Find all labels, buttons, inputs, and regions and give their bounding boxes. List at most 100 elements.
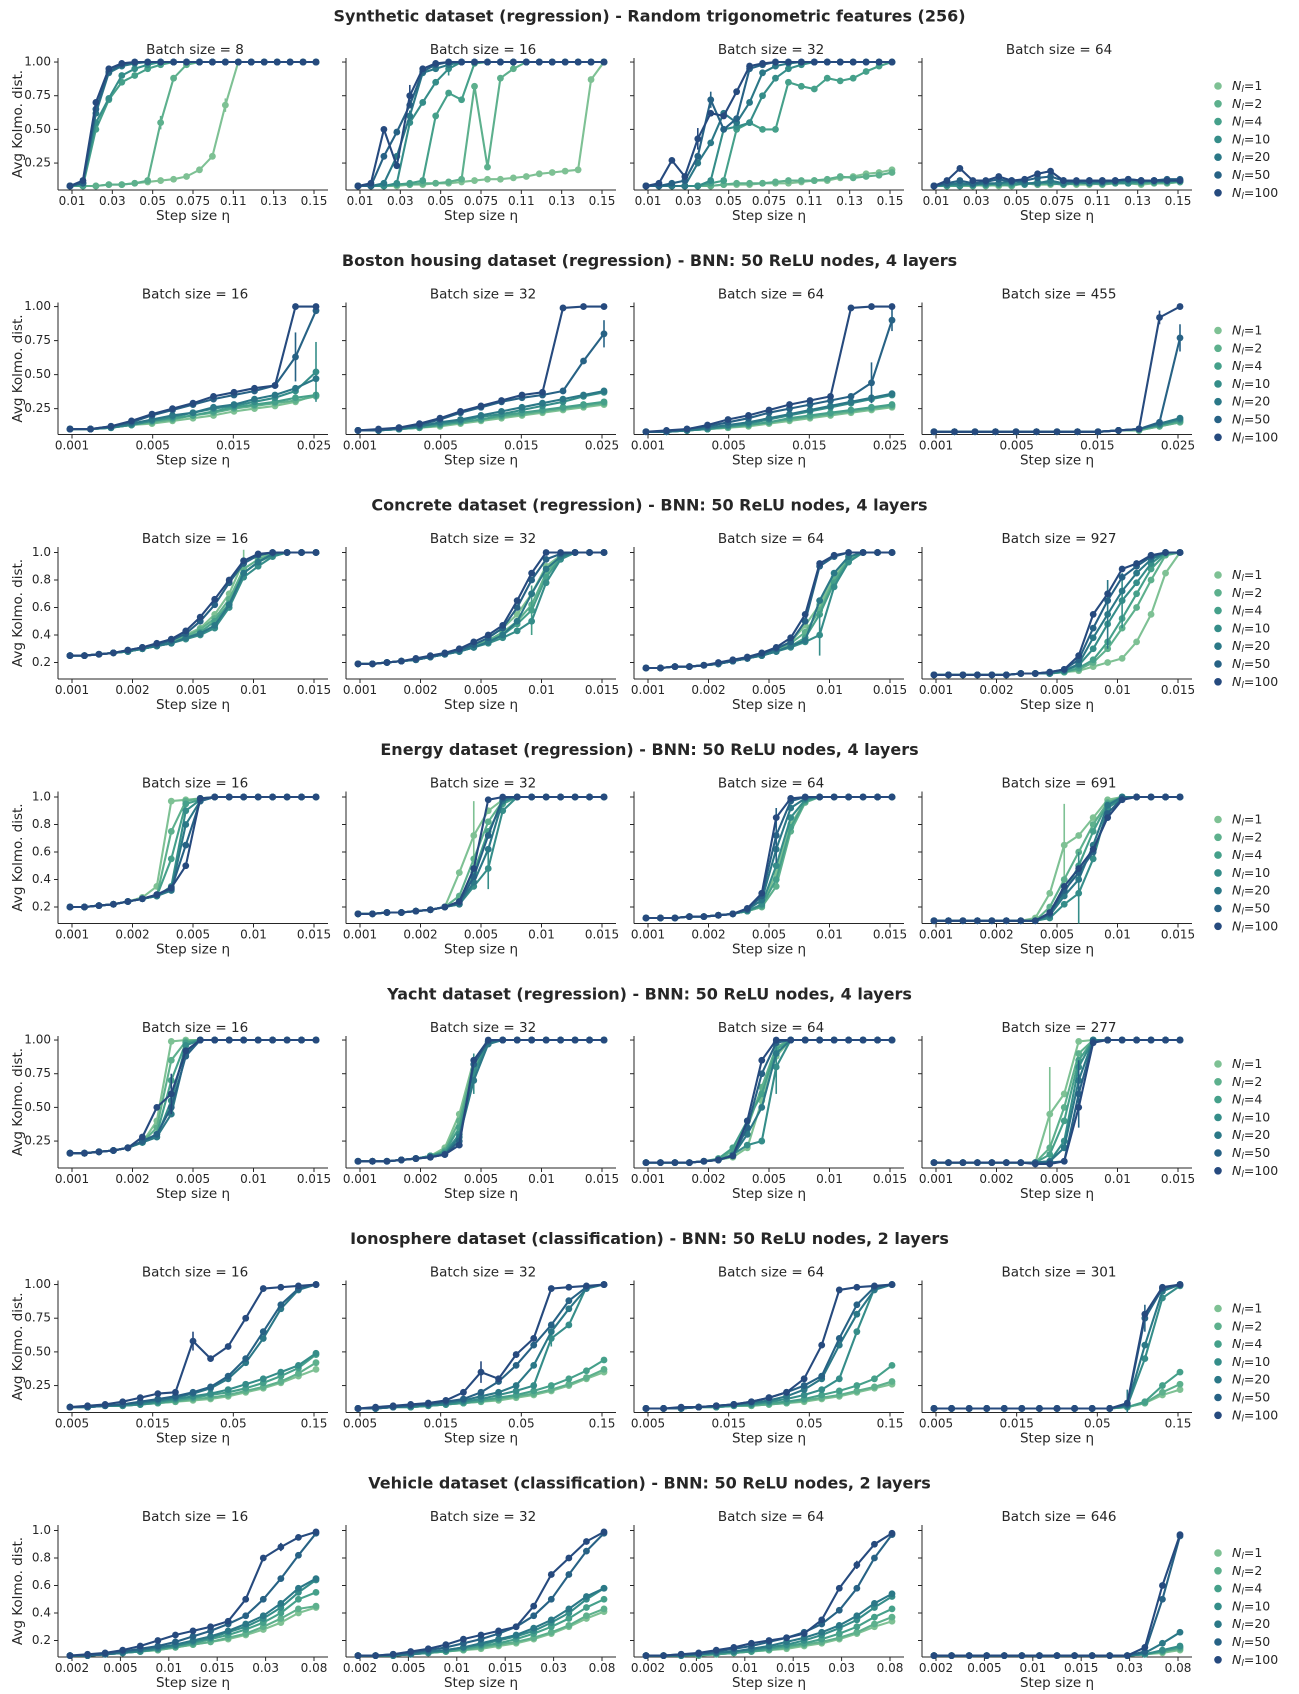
data-point <box>528 606 536 614</box>
data-point <box>835 1584 843 1592</box>
series-group <box>642 549 896 672</box>
panel-title: Batch size = 16 <box>142 1265 248 1281</box>
data-point <box>951 428 958 436</box>
data-point <box>965 1405 973 1412</box>
data-point <box>733 88 741 96</box>
data-point <box>1147 1036 1155 1044</box>
data-point <box>530 1361 538 1369</box>
legend-marker <box>1214 642 1222 650</box>
data-point <box>182 1047 190 1055</box>
legend-marker <box>1214 1567 1222 1575</box>
series-line <box>70 551 316 657</box>
data-point <box>406 92 414 100</box>
data-point <box>518 391 526 399</box>
data-point <box>1017 670 1025 677</box>
data-point <box>183 58 190 66</box>
data-point <box>943 177 951 184</box>
data-point <box>154 1390 162 1398</box>
data-point <box>95 650 103 658</box>
data-point <box>242 1620 250 1628</box>
data-point <box>380 179 388 187</box>
x-tick-label: 0.001 <box>919 683 953 697</box>
data-point <box>1036 1652 1043 1660</box>
data-point <box>107 422 115 430</box>
data-point <box>412 654 420 662</box>
series-line <box>358 551 604 665</box>
data-point <box>785 65 792 73</box>
data-point <box>460 1635 467 1643</box>
data-point <box>110 900 117 908</box>
panel-title: Batch size = 32 <box>430 531 536 547</box>
data-point <box>254 558 262 566</box>
data-point <box>707 109 715 117</box>
series-line <box>70 551 316 657</box>
data-point <box>277 1609 285 1617</box>
x-tick-label: 0.01 <box>59 194 86 208</box>
panel-title: Batch size = 64 <box>718 287 824 303</box>
x-tick-label: 0.005 <box>1040 928 1074 942</box>
series-group <box>66 793 320 911</box>
x-axis-label: Step size η <box>732 697 806 713</box>
chart-row: Synthetic dataset (regression) - Random … <box>10 7 1192 224</box>
data-point <box>1089 855 1097 863</box>
y-tick-label: 0.25 <box>24 401 51 415</box>
data-point <box>460 1388 467 1396</box>
legend-label: Nl=100 <box>1232 673 1278 690</box>
data-point <box>772 1036 780 1044</box>
data-point <box>224 1343 232 1350</box>
data-point <box>797 177 805 184</box>
data-point <box>743 1117 751 1125</box>
data-point <box>225 793 233 801</box>
data-point <box>495 1627 502 1635</box>
data-point <box>118 72 126 79</box>
y-tick-label: 0.25 <box>24 1378 51 1392</box>
series-group <box>66 549 320 660</box>
data-point <box>286 58 294 66</box>
data-point <box>587 58 595 66</box>
data-point <box>470 865 478 872</box>
x-tick-label: 0.15 <box>1165 194 1192 208</box>
data-point <box>707 177 715 184</box>
data-point <box>1159 1382 1166 1389</box>
data-point <box>189 399 197 407</box>
data-point <box>600 549 608 556</box>
x-tick-label: 0.015 <box>585 1172 619 1186</box>
data-point <box>714 1156 722 1164</box>
data-point <box>445 178 453 186</box>
legend-marker <box>1214 869 1222 877</box>
x-tick-label: 0.015 <box>776 1661 810 1675</box>
panel-title: Batch size = 927 <box>1002 531 1117 547</box>
data-point <box>759 179 766 187</box>
chart-panel: Batch size = 32 0.005 0.015 0.05 0.15 Step si… <box>342 1265 616 1447</box>
data-point <box>240 1036 248 1044</box>
x-axis-label: Step size η <box>444 1186 518 1202</box>
data-point <box>888 1281 896 1288</box>
data-point <box>1046 1160 1054 1168</box>
x-axis-label: Step size η <box>156 697 230 713</box>
series-group <box>354 549 608 668</box>
x-tick-label: 0.03 <box>252 1661 279 1675</box>
data-point <box>1074 428 1081 436</box>
data-point <box>686 1159 693 1167</box>
x-tick-label: 0.15 <box>877 194 904 208</box>
data-point <box>992 428 999 436</box>
data-point <box>600 793 608 801</box>
data-point <box>1047 173 1054 180</box>
y-tick-label: 1.00 <box>24 299 51 313</box>
legend-marker <box>1214 1584 1222 1593</box>
x-tick-label: 0.01 <box>240 928 267 942</box>
y-tick-label: 0.8 <box>32 573 51 587</box>
x-tick-label: 0.11 <box>508 194 535 208</box>
y-axis-label: Avg Kolmo. dist. <box>10 1048 26 1156</box>
data-point <box>277 1543 285 1551</box>
data-point <box>530 1612 538 1620</box>
data-point <box>1159 1582 1166 1589</box>
data-point <box>380 152 388 160</box>
data-point <box>460 1395 467 1403</box>
data-point <box>642 1159 650 1167</box>
legend-label: Nl=10 <box>1232 864 1270 881</box>
data-point <box>724 416 732 423</box>
data-point <box>189 1337 197 1345</box>
series-line <box>358 551 604 665</box>
series-group <box>642 303 896 436</box>
